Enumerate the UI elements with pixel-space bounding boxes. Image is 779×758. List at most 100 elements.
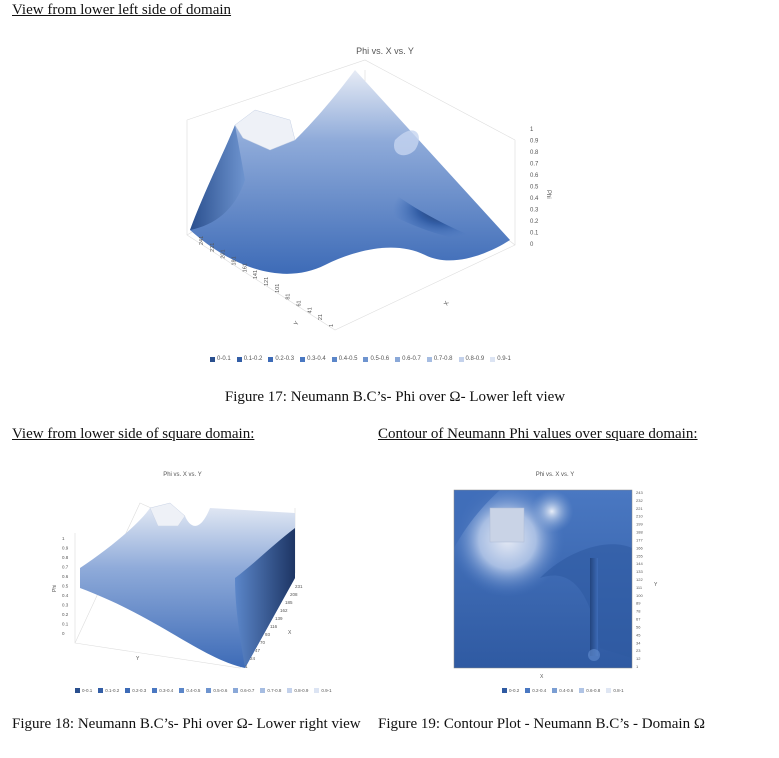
legend-swatch xyxy=(331,356,337,362)
y-tick-label: 133 xyxy=(636,569,643,574)
y-tick-label: 1 xyxy=(329,324,335,327)
legend-swatch xyxy=(502,688,507,693)
y-tick-label: 177 xyxy=(636,537,643,542)
y-tick-label: 56 xyxy=(636,624,641,629)
legend-swatch xyxy=(98,688,104,693)
y-axis-label: Y xyxy=(136,656,140,662)
y-tick-label: 23 xyxy=(636,648,641,653)
z-tick-label: 0.5 xyxy=(62,584,69,589)
legend-swatch xyxy=(125,688,131,693)
legend-item: 0.9-1 xyxy=(314,688,332,693)
legend-label: 0-0.1 xyxy=(82,688,93,693)
y-tick-label: 181 xyxy=(232,256,238,265)
legend-item: 0-0.1 xyxy=(210,356,231,362)
legend-label: 0.2-0.3 xyxy=(275,356,295,362)
legend-item: 0.1-0.2 xyxy=(236,356,263,362)
figure-18-caption: Figure 18: Neumann B.C’s- Phi over Ω- Lo… xyxy=(12,716,361,732)
z-axis-ticks: 0 0.1 0.2 0.3 0.4 0.5 0.6 0.7 0.8 0.9 1 xyxy=(530,127,539,248)
legend-label: 0.2-0.3 xyxy=(132,688,147,693)
legend-item: 0.7-0.8 xyxy=(426,356,453,362)
y-tick-label: 232 xyxy=(636,498,643,503)
z-tick-label: 0.2 xyxy=(62,612,69,617)
x-tick-label: 231 xyxy=(295,584,303,589)
z-tick-label: 0.5 xyxy=(530,185,539,191)
z-tick-label: 0.8 xyxy=(62,555,69,560)
z-tick-label: 0.4 xyxy=(62,593,69,598)
surface-highlight xyxy=(394,130,419,156)
y-axis-label: Y xyxy=(654,582,658,588)
legend-label: 0.8-1 xyxy=(613,688,624,693)
chart-title: Phi vs. X vs. Y xyxy=(535,472,575,478)
legend-label: 0.6-0.7 xyxy=(240,688,255,693)
legend-item: 0.8-1 xyxy=(606,688,624,693)
legend-item: 0.5-0.6 xyxy=(363,356,389,362)
x-axis-ticks: 124 47 70 93 116 139 162 185 208 231 xyxy=(245,584,303,669)
surface-left-face xyxy=(190,125,245,230)
legend-swatch xyxy=(75,688,80,693)
legend-swatch xyxy=(152,688,158,693)
y-tick-label: 141 xyxy=(253,270,259,279)
y-tick-label: 34 xyxy=(636,640,641,645)
legend-label: 0.6-0.7 xyxy=(402,356,421,362)
y-tick-label: 101 xyxy=(275,284,281,293)
z-tick-label: 0 xyxy=(62,631,65,636)
legend-item: 0.8-0.9 xyxy=(458,356,484,362)
z-tick-label: 0 xyxy=(530,242,534,248)
x-tick-label: 162 xyxy=(280,608,288,613)
y-tick-label: 122 xyxy=(636,577,643,582)
z-tick-label: 0.3 xyxy=(62,603,69,608)
legend-label: 0.2-0.4 xyxy=(532,688,547,693)
surface-plot-1: X Phi 00.10.20.30.40.50.60.70.80.91 2412… xyxy=(186,59,551,331)
legend-swatch xyxy=(268,356,274,362)
y-tick-label: 41 xyxy=(307,307,313,313)
z-tick-label: 0.7 xyxy=(530,162,539,168)
legend-item: 0.2-0.4 xyxy=(525,688,546,693)
z-tick-label: 0.9 xyxy=(62,546,69,551)
legend-label: 0-0.1 xyxy=(217,356,231,362)
z-tick-label: 1 xyxy=(62,536,65,541)
z-tick-label: 0.6 xyxy=(62,574,69,579)
legend-item: 0.6-0.7 xyxy=(395,356,421,362)
y-tick-label: 221 xyxy=(210,243,216,252)
legend-item: 0.6-0.8 xyxy=(579,688,600,693)
legend-label: 0.1-0.2 xyxy=(243,356,263,362)
figure-19-caption: Figure 19: Contour Plot - Neumann B.C’s … xyxy=(378,716,705,732)
z-tick-label: 0.9 xyxy=(530,139,539,145)
y-axis-ticks: 2432322212101991881771661551441331221111… xyxy=(636,490,643,669)
legend-swatch xyxy=(179,688,185,693)
legend-swatch xyxy=(525,688,531,693)
chart-title: Phi vs. X vs. Y xyxy=(356,46,414,56)
legend-swatch xyxy=(426,356,432,362)
legend-item: 0.9-1 xyxy=(490,356,511,362)
y-tick-label: 67 xyxy=(636,617,641,622)
y-tick-label: 241 xyxy=(199,236,205,245)
surface-trough xyxy=(355,160,495,245)
heading-lower-left: View from lower left side of domain xyxy=(12,2,232,18)
legend-label: 0-0.2 xyxy=(509,688,520,693)
legend-swatch xyxy=(287,688,293,693)
legend-swatch xyxy=(314,688,320,693)
x-tick-label: 139 xyxy=(275,616,283,621)
surface-trough xyxy=(235,528,295,668)
contour-plateau xyxy=(489,507,525,543)
y-tick-label: 100 xyxy=(636,593,643,598)
legend-item: 0.7-0.8 xyxy=(260,688,281,693)
legend-item: 0.8-0.9 xyxy=(287,688,308,693)
legend-item: 0.4-0.5 xyxy=(179,688,200,693)
z-axis-ticks: 1 0.9 0.8 0.7 0.6 0.5 0.4 0.3 0.2 0.1 0 xyxy=(62,536,69,636)
legend-label: 0.8-0.9 xyxy=(294,688,309,693)
z-tick-label: 0.1 xyxy=(530,231,539,237)
legend-label: 0.3-0.4 xyxy=(159,688,174,693)
legend-item: 0.3-0.4 xyxy=(152,688,173,693)
y-tick-label: 201 xyxy=(221,249,227,258)
legend-label: 0.5-0.6 xyxy=(213,688,228,693)
chart-legend: 0-0.1 0.1-0.2 0.2-0.3 0.3-0.4 0.4-0.5 0.5-0.6… xyxy=(210,356,517,362)
legend-swatch xyxy=(300,356,306,362)
legend-label: 0.4-0.5 xyxy=(186,688,201,693)
x-tick-label: 93 xyxy=(265,632,271,637)
figure-17-caption: Figure 17: Neumann B.C’s- Phi over Ω- Lo… xyxy=(224,389,566,405)
y-tick-label: 221 xyxy=(636,506,643,511)
legend-item: 0.2-0.3 xyxy=(268,356,294,362)
x-axis-label: X xyxy=(540,674,544,680)
z-tick-label: 1 xyxy=(530,127,534,133)
